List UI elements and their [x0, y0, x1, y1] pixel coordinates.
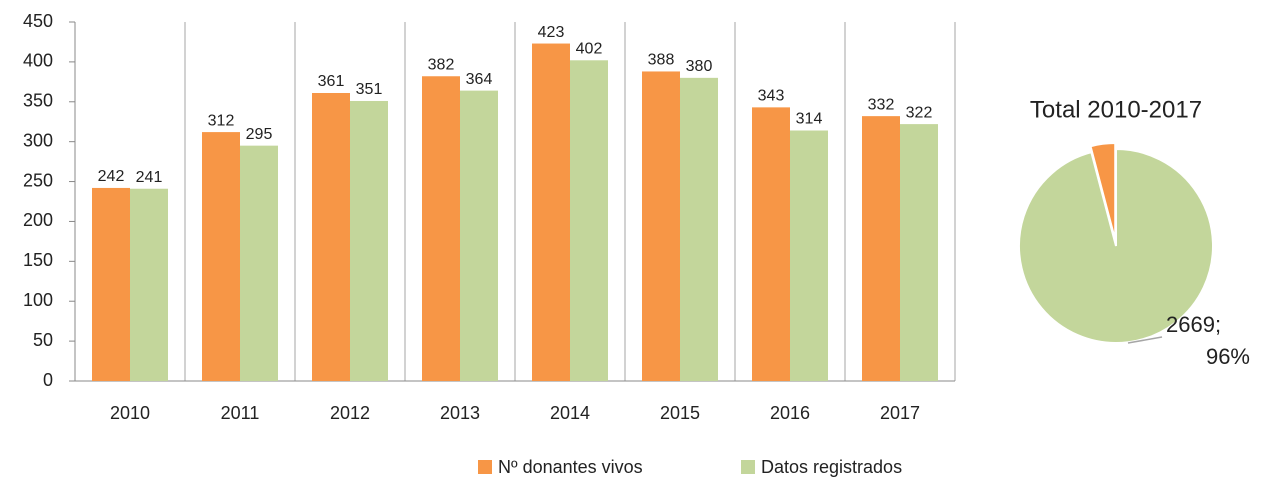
pie-title: Total 2010-2017	[1030, 96, 1202, 123]
bar	[350, 100, 388, 381]
x-tick-label: 2014	[550, 403, 590, 423]
y-tick-label: 100	[23, 290, 53, 310]
x-tick-label: 2012	[330, 403, 370, 423]
bar	[570, 60, 608, 381]
value-label: 351	[356, 81, 383, 98]
value-label: 295	[246, 126, 273, 143]
bar	[92, 187, 130, 381]
y-tick-label: 50	[33, 330, 53, 350]
value-label: 402	[576, 41, 603, 58]
pie-label: 2669;	[1166, 312, 1221, 337]
y-tick-label: 450	[23, 11, 53, 31]
x-tick-label: 2016	[770, 403, 810, 423]
value-label: 423	[538, 24, 565, 41]
bar	[790, 130, 828, 381]
value-label: 364	[466, 71, 493, 88]
bar	[642, 71, 680, 381]
value-label: 382	[428, 56, 455, 73]
y-tick-label: 250	[23, 170, 53, 190]
bar	[532, 43, 570, 381]
bar	[130, 188, 168, 381]
legend-label: Datos registrados	[761, 457, 902, 477]
value-label: 312	[208, 112, 235, 129]
bar	[862, 116, 900, 381]
x-tick-label: 2015	[660, 403, 700, 423]
y-tick-label: 200	[23, 210, 53, 230]
value-label: 332	[868, 96, 895, 113]
pie-label: 96%	[1206, 344, 1250, 369]
value-label: 343	[758, 88, 785, 105]
bar	[752, 107, 790, 382]
x-tick-label: 2013	[440, 403, 480, 423]
y-tick-label: 350	[23, 91, 53, 111]
bar	[202, 132, 240, 381]
y-tick-label: 0	[43, 370, 53, 390]
legend-label: Nº donantes vivos	[498, 457, 643, 477]
value-label: 314	[796, 111, 823, 128]
legend-swatch	[478, 460, 492, 474]
x-tick-label: 2010	[110, 403, 150, 423]
bar	[422, 76, 460, 381]
leader-line	[1127, 336, 1163, 344]
bar	[460, 90, 498, 381]
y-tick-label: 400	[23, 51, 53, 71]
value-label: 361	[318, 73, 345, 90]
x-tick-label: 2011	[221, 403, 260, 423]
value-label: 388	[648, 52, 675, 69]
y-tick-label: 150	[23, 250, 53, 270]
legend-swatch	[741, 460, 755, 474]
value-label: 242	[98, 168, 125, 185]
value-label: 380	[686, 58, 713, 75]
bar	[312, 93, 350, 381]
pie-slice	[1089, 142, 1117, 241]
bar	[240, 145, 278, 381]
x-tick-label: 2017	[880, 403, 920, 423]
value-label: 322	[906, 104, 933, 121]
bar	[680, 77, 718, 381]
bar	[900, 124, 938, 382]
value-label: 241	[136, 169, 163, 186]
y-tick-label: 300	[23, 130, 53, 150]
